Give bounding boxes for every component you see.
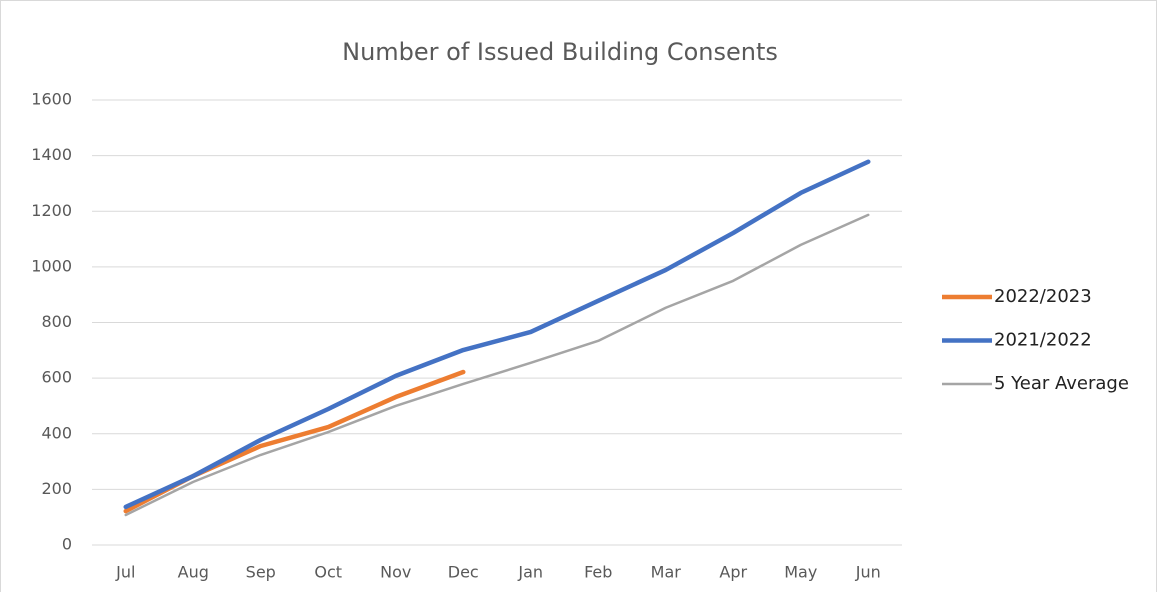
x-tick-label: Oct: [314, 563, 342, 582]
x-tick-label: Sep: [246, 563, 276, 582]
x-tick-label: Mar: [651, 563, 682, 582]
x-tick-label: Nov: [380, 563, 411, 582]
x-tick-label: Dec: [448, 563, 479, 582]
y-tick-label: 400: [41, 423, 72, 442]
x-tick-label: Aug: [178, 563, 209, 582]
y-tick-label: 1000: [31, 256, 72, 275]
x-tick-label: Jul: [115, 563, 135, 582]
y-tick-label: 1600: [31, 90, 72, 109]
legend-label: 2022/2023: [994, 286, 1092, 307]
y-tick-label: 0: [62, 535, 72, 554]
chart-title: Number of Issued Building Consents: [342, 38, 778, 66]
x-tick-label: Jan: [517, 563, 543, 582]
y-tick-label: 600: [41, 368, 72, 387]
x-tick-label: Jun: [855, 563, 881, 582]
series-line: [124, 213, 870, 517]
x-tick-label: Feb: [584, 563, 612, 582]
x-tick-label: Apr: [719, 563, 747, 582]
series-line: [123, 159, 871, 510]
legend-label: 5 Year Average: [994, 373, 1129, 394]
x-tick-label: May: [784, 563, 817, 582]
y-tick-label: 800: [41, 312, 72, 331]
legend-label: 2021/2022: [994, 330, 1092, 351]
y-tick-label: 1200: [31, 201, 72, 220]
y-tick-label: 1400: [31, 145, 72, 164]
y-tick-label: 200: [41, 479, 72, 498]
